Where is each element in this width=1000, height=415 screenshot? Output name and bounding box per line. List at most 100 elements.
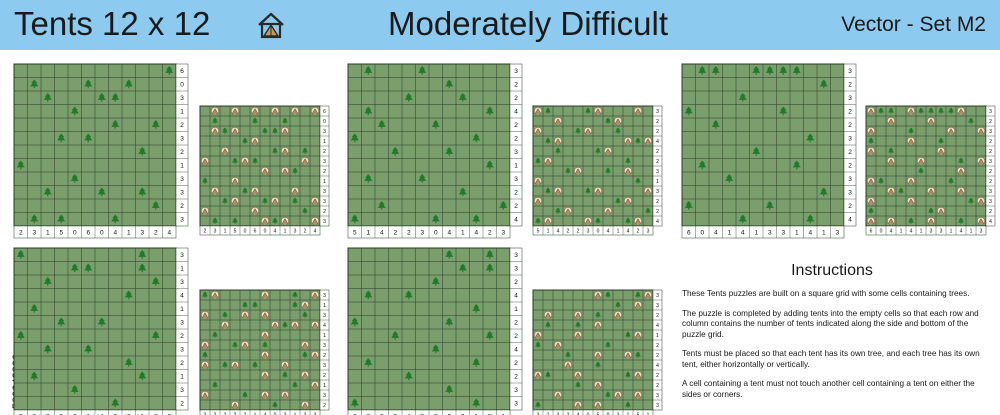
- tree-icon: [625, 401, 631, 408]
- col-clue: 0: [597, 228, 600, 234]
- row-clue: 3: [323, 129, 326, 135]
- tent-icon: [554, 390, 563, 399]
- tree-icon: [565, 167, 571, 174]
- row-clue: 1: [514, 163, 518, 170]
- tree-icon: [138, 250, 147, 259]
- tent-icon: [534, 127, 542, 136]
- tent-icon: [633, 331, 642, 340]
- tent-icon: [554, 341, 563, 350]
- tent-icon: [270, 321, 279, 330]
- row-clue: 3: [656, 293, 659, 299]
- tree-icon: [711, 120, 720, 129]
- tree-icon: [792, 66, 801, 75]
- col-clue: 4: [167, 229, 171, 236]
- tent-icon: [534, 196, 542, 205]
- tree-icon: [282, 371, 288, 378]
- col-clue: 0: [100, 229, 104, 236]
- tent-icon: [574, 400, 583, 409]
- row-clue: 2: [323, 209, 326, 215]
- col-clue: 3: [617, 412, 620, 415]
- tent-icon: [210, 127, 219, 136]
- row-clue: 1: [323, 139, 326, 145]
- puzzle-grid: 3 3 2 4 1 2 2 4 2 2 3 3 3 2 3 2 4 0 5 0 3 1 5 1: [347, 247, 523, 415]
- tent-icon: [231, 127, 240, 136]
- row-clue: 2: [656, 383, 659, 389]
- row-clue: 3: [514, 401, 518, 408]
- tree-icon: [431, 277, 440, 286]
- col-clue: 4: [960, 228, 963, 234]
- row-clue: 2: [989, 169, 992, 175]
- row-clue: 4: [656, 139, 659, 145]
- tree-icon: [431, 120, 440, 129]
- tree-icon: [57, 317, 66, 327]
- tree-icon: [138, 187, 147, 197]
- tent-icon: [310, 291, 319, 299]
- row-clue: 4: [514, 293, 518, 300]
- row-clue: 2: [514, 122, 518, 129]
- row-clue: 2: [656, 343, 659, 349]
- row-clue: 3: [989, 109, 992, 115]
- tree-icon: [595, 361, 601, 368]
- tree-icon: [252, 361, 258, 368]
- col-clue: 2: [567, 228, 570, 234]
- row-clue: 3: [323, 189, 326, 195]
- tree-icon: [605, 167, 611, 174]
- tree-icon: [30, 214, 39, 224]
- tree-icon: [738, 214, 747, 224]
- tree-icon: [43, 277, 52, 286]
- tree-icon: [545, 321, 551, 328]
- col-clue: 0: [73, 229, 77, 236]
- tree-icon: [535, 217, 541, 224]
- tent-icon: [210, 186, 219, 195]
- tree-icon: [779, 106, 788, 116]
- tree-icon: [212, 117, 218, 124]
- col-clue: 1: [127, 229, 131, 236]
- row-clue: 3: [180, 217, 184, 224]
- tent-icon: [310, 216, 319, 225]
- row-clue: 1: [514, 306, 518, 313]
- tree-icon: [958, 157, 964, 164]
- tree-icon: [445, 317, 454, 327]
- tent-icon: [956, 167, 965, 176]
- col-clue: 0: [880, 228, 883, 234]
- col-clue: 2: [234, 412, 237, 415]
- row-clue: 3: [323, 159, 326, 165]
- tent-icon: [300, 341, 309, 350]
- tree-icon: [97, 187, 106, 197]
- tent-icon: [633, 390, 642, 399]
- row-clue: 2: [656, 313, 659, 319]
- row-clue: 3: [848, 136, 852, 143]
- tent-icon: [221, 147, 230, 156]
- row-clue: 2: [514, 190, 518, 197]
- tree-icon: [272, 127, 278, 134]
- tree-icon: [404, 290, 413, 300]
- col-clue: 3: [940, 228, 943, 234]
- tree-icon: [16, 331, 25, 340]
- tent-icon: [251, 137, 260, 146]
- tree-icon: [364, 106, 373, 116]
- tree-icon: [43, 344, 52, 354]
- tree-icon: [908, 217, 914, 224]
- tree-icon: [485, 263, 494, 273]
- tree-icon: [472, 304, 481, 313]
- tree-icon: [635, 177, 641, 184]
- tent-icon: [976, 216, 985, 225]
- tree-icon: [43, 187, 52, 197]
- tree-icon: [698, 160, 707, 170]
- tent-icon: [554, 137, 563, 146]
- tree-icon: [202, 291, 208, 298]
- col-clue: 3: [835, 229, 839, 236]
- tree-icon: [262, 197, 268, 204]
- row-clue: 1: [656, 179, 659, 185]
- tree-icon: [938, 107, 944, 114]
- col-clue: 2: [488, 229, 492, 236]
- tent-icon: [946, 127, 955, 136]
- col-clue: 5: [597, 412, 600, 415]
- tent-icon: [867, 176, 875, 185]
- row-clue: 2: [848, 122, 852, 129]
- col-clue: 1: [284, 228, 287, 234]
- tent-icon: [201, 390, 209, 399]
- row-clue: 3: [323, 313, 326, 319]
- tree-icon: [472, 398, 481, 408]
- tree-icon: [16, 160, 25, 170]
